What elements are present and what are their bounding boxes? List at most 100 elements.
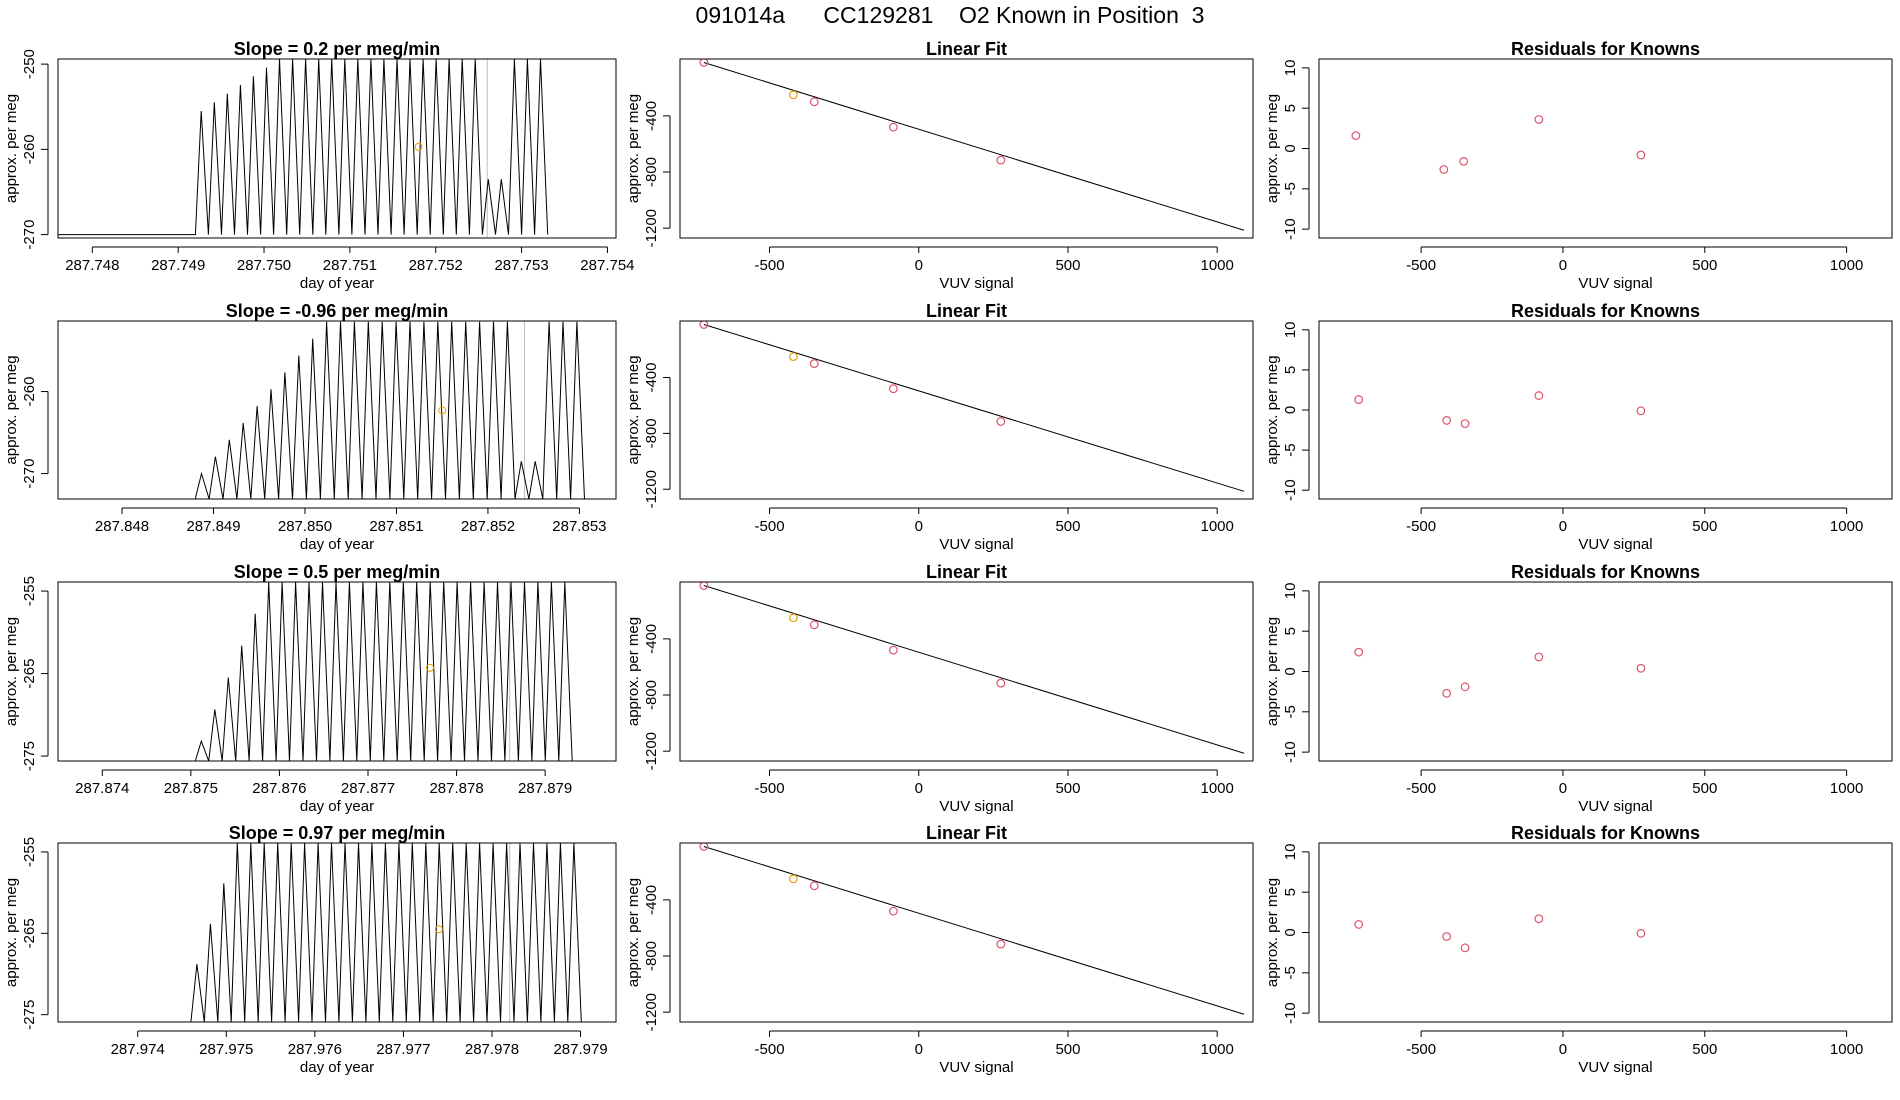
plot-frame xyxy=(679,320,1254,500)
data-point xyxy=(1439,165,1449,174)
chart-title: Linear Fit xyxy=(926,39,1007,59)
plot-area xyxy=(1354,391,1646,429)
chart-title: Slope = 0.97 per meg/min xyxy=(229,823,446,843)
data-point-marker xyxy=(438,406,447,415)
chart-panel: Linear Fit -1200 -800 -400 -500 0 500 1000 VUV s… xyxy=(625,562,1254,815)
data-point-marker xyxy=(434,925,443,934)
x-tick-label: 0 xyxy=(915,780,923,797)
y-tick-label: -255 xyxy=(21,837,38,867)
x-axis-title: VUV signal xyxy=(1578,798,1652,815)
data-point xyxy=(789,352,798,362)
plot-frame xyxy=(57,320,617,500)
x-axis-title: VUV signal xyxy=(1578,536,1652,553)
data-point xyxy=(699,843,709,851)
data-trace xyxy=(58,321,585,499)
data-point xyxy=(789,613,798,623)
y-tick-label: 10 xyxy=(1282,60,1299,77)
data-point xyxy=(1460,419,1470,429)
fit-line xyxy=(703,62,1245,231)
y-tick-label: -10 xyxy=(1282,741,1299,763)
x-tick-label: 287.979 xyxy=(553,1041,607,1058)
y-axis-title: approx. per meg xyxy=(3,878,20,987)
data-point xyxy=(699,582,709,590)
x-tick-label: 0 xyxy=(1559,780,1567,797)
y-tick-label: -265 xyxy=(21,918,38,948)
x-tick-label: 1000 xyxy=(1201,1041,1234,1058)
x-axis-title: VUV signal xyxy=(939,275,1013,292)
y-tick-label: -1200 xyxy=(643,732,660,770)
y-tick-label: -800 xyxy=(643,680,660,710)
data-trace xyxy=(58,59,549,236)
data-trace xyxy=(58,582,573,761)
y-tick-label: 0 xyxy=(1282,144,1299,152)
data-point xyxy=(888,906,898,916)
x-tick-label: -500 xyxy=(1406,1041,1436,1058)
y-axis-title: approx. per meg xyxy=(625,94,642,203)
plot-frame xyxy=(1318,842,1893,1023)
x-tick-label: 287.848 xyxy=(95,518,149,535)
figure-title: 091014a CC129281 O2 Known in Position 3 xyxy=(695,2,1205,28)
y-axis-title: approx. per meg xyxy=(625,878,642,987)
chart-panel: Slope = -0.96 per meg/min -270 -260 287.848… xyxy=(3,301,617,553)
data-point xyxy=(996,939,1006,949)
y-axis-title: approx. per meg xyxy=(625,355,642,464)
x-tick-label: 287.753 xyxy=(494,257,548,274)
plot-area xyxy=(699,321,1245,492)
data-point xyxy=(1442,932,1452,941)
y-tick-label: -260 xyxy=(21,377,38,407)
chart-title: Residuals for Knowns xyxy=(1511,39,1700,59)
y-tick-label: -5 xyxy=(1282,966,1299,979)
y-tick-label: -5 xyxy=(1282,705,1299,718)
x-tick-label: 287.875 xyxy=(164,780,218,797)
chart-panel: Slope = 0.97 per meg/min -275 -265 -255 287.… xyxy=(3,823,617,1076)
y-tick-label: -10 xyxy=(1282,218,1299,240)
data-point-marker xyxy=(414,142,423,151)
x-tick-label: 287.852 xyxy=(461,518,515,535)
x-axis-title: day of year xyxy=(300,798,374,815)
y-axis-title: approx. per meg xyxy=(3,355,20,464)
x-tick-label: -500 xyxy=(755,780,785,797)
data-point xyxy=(1636,663,1646,673)
plot-area xyxy=(58,582,573,761)
x-tick-label: 500 xyxy=(1692,518,1717,535)
data-point xyxy=(809,620,819,630)
chart-panel: Linear Fit -1200 -800 -400 -500 0 500 1000 VUV s… xyxy=(625,301,1254,553)
chart-panel: Residuals for Knowns -10 -5 0 5 10 -500 0 500 100… xyxy=(1264,39,1893,292)
data-point xyxy=(1442,416,1452,425)
x-tick-label: -500 xyxy=(1406,518,1436,535)
plot-frame xyxy=(679,842,1254,1023)
y-tick-label: -1200 xyxy=(643,209,660,247)
x-tick-label: -500 xyxy=(755,1041,785,1058)
x-tick-label: -500 xyxy=(755,257,785,274)
x-tick-label: 0 xyxy=(1559,257,1567,274)
y-tick-label: -400 xyxy=(643,363,660,393)
y-tick-label: 10 xyxy=(1282,583,1299,600)
x-axis-title: day of year xyxy=(300,1059,374,1076)
y-tick-label: 5 xyxy=(1282,627,1299,635)
y-tick-label: -400 xyxy=(643,101,660,131)
y-axis-title: approx. per meg xyxy=(1264,617,1281,726)
x-tick-label: 1000 xyxy=(1201,257,1234,274)
y-axis-title: approx. per meg xyxy=(625,617,642,726)
x-tick-label: 1000 xyxy=(1830,518,1863,535)
chart-panel: Residuals for Knowns -10 -5 0 5 10 -500 0 500 100… xyxy=(1264,301,1893,553)
y-tick-label: -270 xyxy=(21,220,38,250)
y-tick-label: -5 xyxy=(1282,182,1299,195)
y-tick-label: -1200 xyxy=(643,993,660,1031)
y-tick-label: -270 xyxy=(21,459,38,489)
x-axis-title: VUV signal xyxy=(1578,1059,1652,1076)
x-tick-label: 287.751 xyxy=(323,257,377,274)
x-tick-label: 287.976 xyxy=(288,1041,342,1058)
x-tick-label: 0 xyxy=(1559,518,1567,535)
data-point xyxy=(1459,157,1469,166)
plot-frame xyxy=(679,58,1254,239)
data-point xyxy=(1442,688,1452,698)
data-point xyxy=(1534,914,1544,924)
x-tick-label: 1000 xyxy=(1830,257,1863,274)
y-tick-label: -800 xyxy=(643,418,660,448)
y-tick-label: -275 xyxy=(21,1000,38,1030)
x-tick-label: 1000 xyxy=(1201,518,1234,535)
data-point xyxy=(1354,647,1364,657)
y-tick-label: 10 xyxy=(1282,844,1299,861)
